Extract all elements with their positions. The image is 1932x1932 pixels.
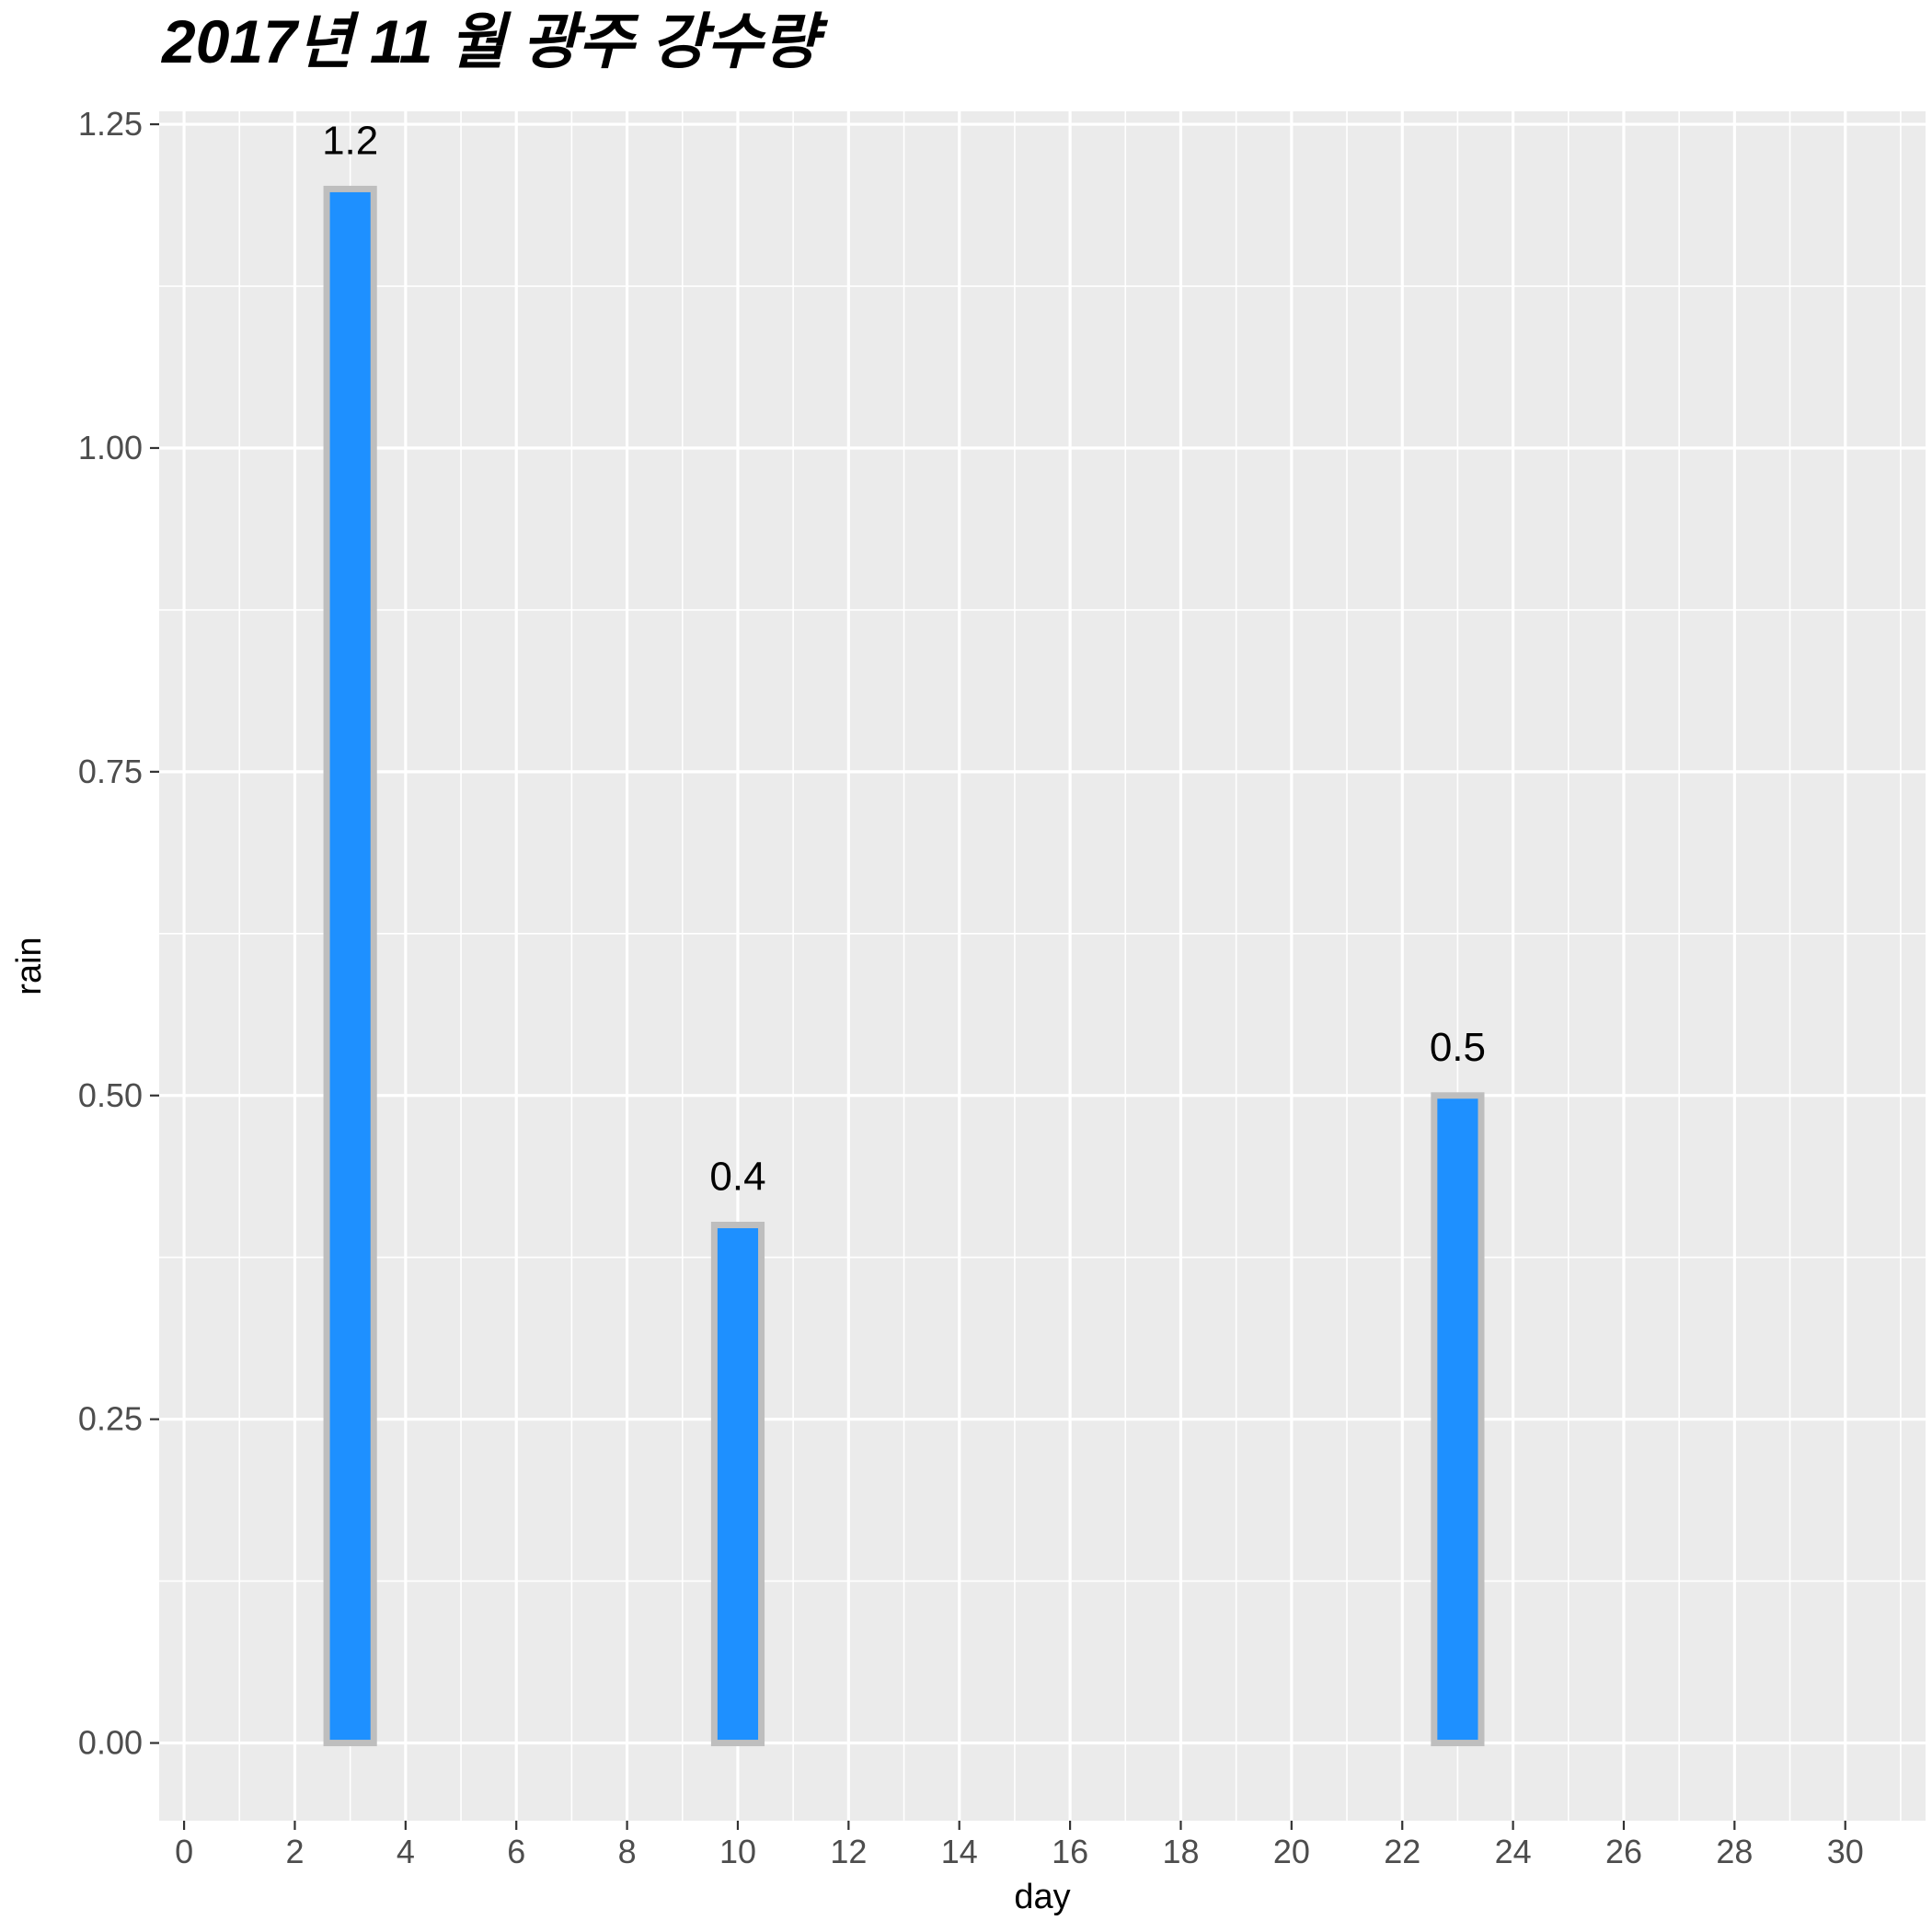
x-tick-label: 30 xyxy=(1827,1833,1864,1870)
x-tick-label: 12 xyxy=(830,1833,867,1870)
x-tick-label: 10 xyxy=(719,1833,756,1870)
x-tick-label: 4 xyxy=(397,1833,415,1870)
x-tick-label: 2 xyxy=(285,1833,304,1870)
plot-panel xyxy=(159,111,1926,1821)
x-tick-label: 18 xyxy=(1162,1833,1199,1870)
y-tick-label: 1.00 xyxy=(78,429,143,466)
x-tick-label: 24 xyxy=(1495,1833,1532,1870)
x-axis-title: day xyxy=(1014,1878,1070,1916)
y-tick-label: 0.75 xyxy=(78,753,143,790)
y-tick-label: 0.50 xyxy=(78,1076,143,1114)
chart-title: 2017년 11 월 광주 강수량 xyxy=(160,7,829,75)
x-tick-label: 6 xyxy=(507,1833,525,1870)
data-label: 1.2 xyxy=(322,118,378,163)
y-tick-label: 0.00 xyxy=(78,1724,143,1762)
major-gridlines xyxy=(159,111,1926,1821)
data-label: 0.4 xyxy=(709,1155,765,1200)
bars xyxy=(323,185,1485,1747)
data-label: 0.5 xyxy=(1430,1025,1486,1070)
y-axis: 0.00 0.25 0.50 0.75 1.00 1.25 xyxy=(78,105,159,1762)
x-tick-label: 14 xyxy=(941,1833,978,1870)
y-tick-label: 0.25 xyxy=(78,1400,143,1438)
x-tick-label: 26 xyxy=(1605,1833,1642,1870)
bar xyxy=(323,185,377,1747)
x-tick-label: 16 xyxy=(1052,1833,1088,1870)
x-tick-label: 8 xyxy=(618,1833,637,1870)
x-axis: 0 2 4 6 8 10 12 14 16 18 20 22 24 26 28 30 xyxy=(175,1821,1864,1870)
x-tick-label: 22 xyxy=(1384,1833,1420,1870)
bar xyxy=(1431,1092,1485,1747)
y-tick-label: 1.25 xyxy=(78,105,143,143)
x-tick-label: 20 xyxy=(1273,1833,1310,1870)
minor-gridlines xyxy=(159,111,1926,1821)
bar xyxy=(710,1222,765,1747)
x-tick-label: 28 xyxy=(1716,1833,1753,1870)
x-tick-label: 0 xyxy=(175,1833,193,1870)
y-axis-title: rain xyxy=(10,937,49,995)
data-labels: 1.2 0.4 0.5 xyxy=(322,118,1486,1199)
